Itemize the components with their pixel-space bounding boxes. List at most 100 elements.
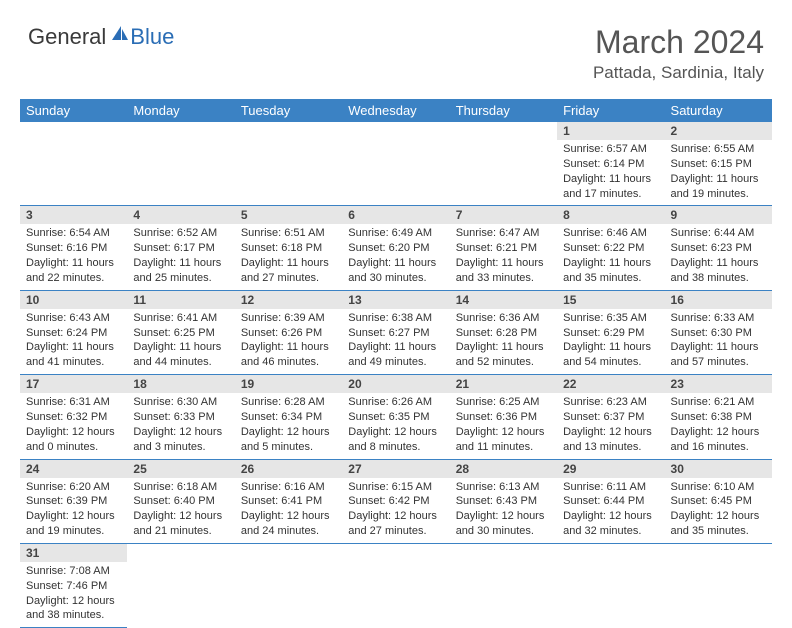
calendar-day-cell: 19Sunrise: 6:28 AMSunset: 6:34 PMDayligh… — [235, 375, 342, 459]
calendar-day-cell: 30Sunrise: 6:10 AMSunset: 6:45 PMDayligh… — [665, 459, 772, 543]
calendar-day-cell: 27Sunrise: 6:15 AMSunset: 6:42 PMDayligh… — [342, 459, 449, 543]
day-day2: and 0 minutes. — [26, 440, 121, 455]
day-sunrise: Sunrise: 6:57 AM — [563, 142, 658, 157]
day-day2: and 27 minutes. — [348, 524, 443, 539]
calendar-day-cell: 25Sunrise: 6:18 AMSunset: 6:40 PMDayligh… — [127, 459, 234, 543]
day-day2: and 46 minutes. — [241, 355, 336, 370]
day-sunset: Sunset: 6:17 PM — [133, 241, 228, 256]
day-day2: and 35 minutes. — [563, 271, 658, 286]
calendar-day-cell: 18Sunrise: 6:30 AMSunset: 6:33 PMDayligh… — [127, 375, 234, 459]
day-day1: Daylight: 12 hours — [563, 509, 658, 524]
day-number: 20 — [342, 375, 449, 393]
day-day1: Daylight: 11 hours — [563, 340, 658, 355]
day-details: Sunrise: 6:25 AMSunset: 6:36 PMDaylight:… — [450, 393, 557, 458]
day-number: 7 — [450, 206, 557, 224]
day-details: Sunrise: 6:52 AMSunset: 6:17 PMDaylight:… — [127, 224, 234, 289]
day-details: Sunrise: 6:54 AMSunset: 6:16 PMDaylight:… — [20, 224, 127, 289]
location-subtitle: Pattada, Sardinia, Italy — [593, 63, 764, 83]
calendar-day-cell: 4Sunrise: 6:52 AMSunset: 6:17 PMDaylight… — [127, 206, 234, 290]
header: General Blue March 2024 Pattada, Sardini… — [0, 0, 792, 91]
day-day2: and 54 minutes. — [563, 355, 658, 370]
day-day1: Daylight: 12 hours — [348, 425, 443, 440]
calendar-week-row: 17Sunrise: 6:31 AMSunset: 6:32 PMDayligh… — [20, 375, 772, 459]
day-sunrise: Sunrise: 6:52 AM — [133, 226, 228, 241]
day-sunrise: Sunrise: 6:44 AM — [671, 226, 766, 241]
day-sunrise: Sunrise: 6:25 AM — [456, 395, 551, 410]
day-number: 26 — [235, 460, 342, 478]
day-number: 22 — [557, 375, 664, 393]
day-sunset: Sunset: 6:39 PM — [26, 494, 121, 509]
day-sunrise: Sunrise: 6:55 AM — [671, 142, 766, 157]
day-details: Sunrise: 6:35 AMSunset: 6:29 PMDaylight:… — [557, 309, 664, 374]
calendar-body: 1Sunrise: 6:57 AMSunset: 6:14 PMDaylight… — [20, 122, 772, 628]
day-sunrise: Sunrise: 6:13 AM — [456, 480, 551, 495]
day-sunset: Sunset: 6:23 PM — [671, 241, 766, 256]
sail-icon — [110, 24, 130, 42]
weekday-header: Monday — [127, 99, 234, 122]
day-day1: Daylight: 11 hours — [563, 256, 658, 271]
day-details: Sunrise: 6:46 AMSunset: 6:22 PMDaylight:… — [557, 224, 664, 289]
logo: General Blue — [28, 24, 174, 50]
day-sunset: Sunset: 6:20 PM — [348, 241, 443, 256]
day-details: Sunrise: 6:43 AMSunset: 6:24 PMDaylight:… — [20, 309, 127, 374]
day-day1: Daylight: 12 hours — [26, 425, 121, 440]
day-day2: and 27 minutes. — [241, 271, 336, 286]
day-number: 14 — [450, 291, 557, 309]
day-day1: Daylight: 12 hours — [671, 425, 766, 440]
calendar-day-cell: 10Sunrise: 6:43 AMSunset: 6:24 PMDayligh… — [20, 290, 127, 374]
calendar-day-cell: 7Sunrise: 6:47 AMSunset: 6:21 PMDaylight… — [450, 206, 557, 290]
day-details: Sunrise: 6:11 AMSunset: 6:44 PMDaylight:… — [557, 478, 664, 543]
day-sunset: Sunset: 6:45 PM — [671, 494, 766, 509]
calendar-day-cell: 9Sunrise: 6:44 AMSunset: 6:23 PMDaylight… — [665, 206, 772, 290]
calendar-day-cell: 12Sunrise: 6:39 AMSunset: 6:26 PMDayligh… — [235, 290, 342, 374]
calendar-empty-cell — [342, 543, 449, 627]
day-sunrise: Sunrise: 6:54 AM — [26, 226, 121, 241]
calendar-day-cell: 6Sunrise: 6:49 AMSunset: 6:20 PMDaylight… — [342, 206, 449, 290]
day-day2: and 8 minutes. — [348, 440, 443, 455]
calendar-day-cell: 17Sunrise: 6:31 AMSunset: 6:32 PMDayligh… — [20, 375, 127, 459]
day-sunrise: Sunrise: 6:21 AM — [671, 395, 766, 410]
day-number: 10 — [20, 291, 127, 309]
day-sunset: Sunset: 6:21 PM — [456, 241, 551, 256]
day-day1: Daylight: 12 hours — [133, 509, 228, 524]
day-day1: Daylight: 11 hours — [563, 172, 658, 187]
calendar-empty-cell — [450, 122, 557, 206]
day-sunrise: Sunrise: 6:10 AM — [671, 480, 766, 495]
day-day2: and 5 minutes. — [241, 440, 336, 455]
day-day2: and 44 minutes. — [133, 355, 228, 370]
day-sunrise: Sunrise: 6:36 AM — [456, 311, 551, 326]
day-number: 5 — [235, 206, 342, 224]
day-number: 27 — [342, 460, 449, 478]
day-sunrise: Sunrise: 6:23 AM — [563, 395, 658, 410]
calendar-week-row: 10Sunrise: 6:43 AMSunset: 6:24 PMDayligh… — [20, 290, 772, 374]
day-details: Sunrise: 6:51 AMSunset: 6:18 PMDaylight:… — [235, 224, 342, 289]
calendar-day-cell: 13Sunrise: 6:38 AMSunset: 6:27 PMDayligh… — [342, 290, 449, 374]
day-number: 1 — [557, 122, 664, 140]
title-block: March 2024 Pattada, Sardinia, Italy — [593, 24, 764, 83]
day-day2: and 25 minutes. — [133, 271, 228, 286]
day-day1: Daylight: 12 hours — [671, 509, 766, 524]
day-sunset: Sunset: 6:33 PM — [133, 410, 228, 425]
calendar-week-row: 3Sunrise: 6:54 AMSunset: 6:16 PMDaylight… — [20, 206, 772, 290]
day-sunset: Sunset: 6:43 PM — [456, 494, 551, 509]
day-details: Sunrise: 6:49 AMSunset: 6:20 PMDaylight:… — [342, 224, 449, 289]
day-day1: Daylight: 12 hours — [133, 425, 228, 440]
calendar-empty-cell — [342, 122, 449, 206]
day-day2: and 24 minutes. — [241, 524, 336, 539]
day-day1: Daylight: 11 hours — [456, 256, 551, 271]
day-number: 15 — [557, 291, 664, 309]
day-sunset: Sunset: 6:36 PM — [456, 410, 551, 425]
day-day2: and 21 minutes. — [133, 524, 228, 539]
day-sunset: Sunset: 6:35 PM — [348, 410, 443, 425]
day-details: Sunrise: 6:36 AMSunset: 6:28 PMDaylight:… — [450, 309, 557, 374]
day-day2: and 49 minutes. — [348, 355, 443, 370]
day-day1: Daylight: 11 hours — [133, 256, 228, 271]
day-sunset: Sunset: 6:44 PM — [563, 494, 658, 509]
calendar-day-cell: 20Sunrise: 6:26 AMSunset: 6:35 PMDayligh… — [342, 375, 449, 459]
day-day1: Daylight: 12 hours — [241, 425, 336, 440]
calendar-empty-cell — [665, 543, 772, 627]
day-details: Sunrise: 6:21 AMSunset: 6:38 PMDaylight:… — [665, 393, 772, 458]
day-sunset: Sunset: 6:34 PM — [241, 410, 336, 425]
day-day2: and 30 minutes. — [456, 524, 551, 539]
calendar-empty-cell — [450, 543, 557, 627]
